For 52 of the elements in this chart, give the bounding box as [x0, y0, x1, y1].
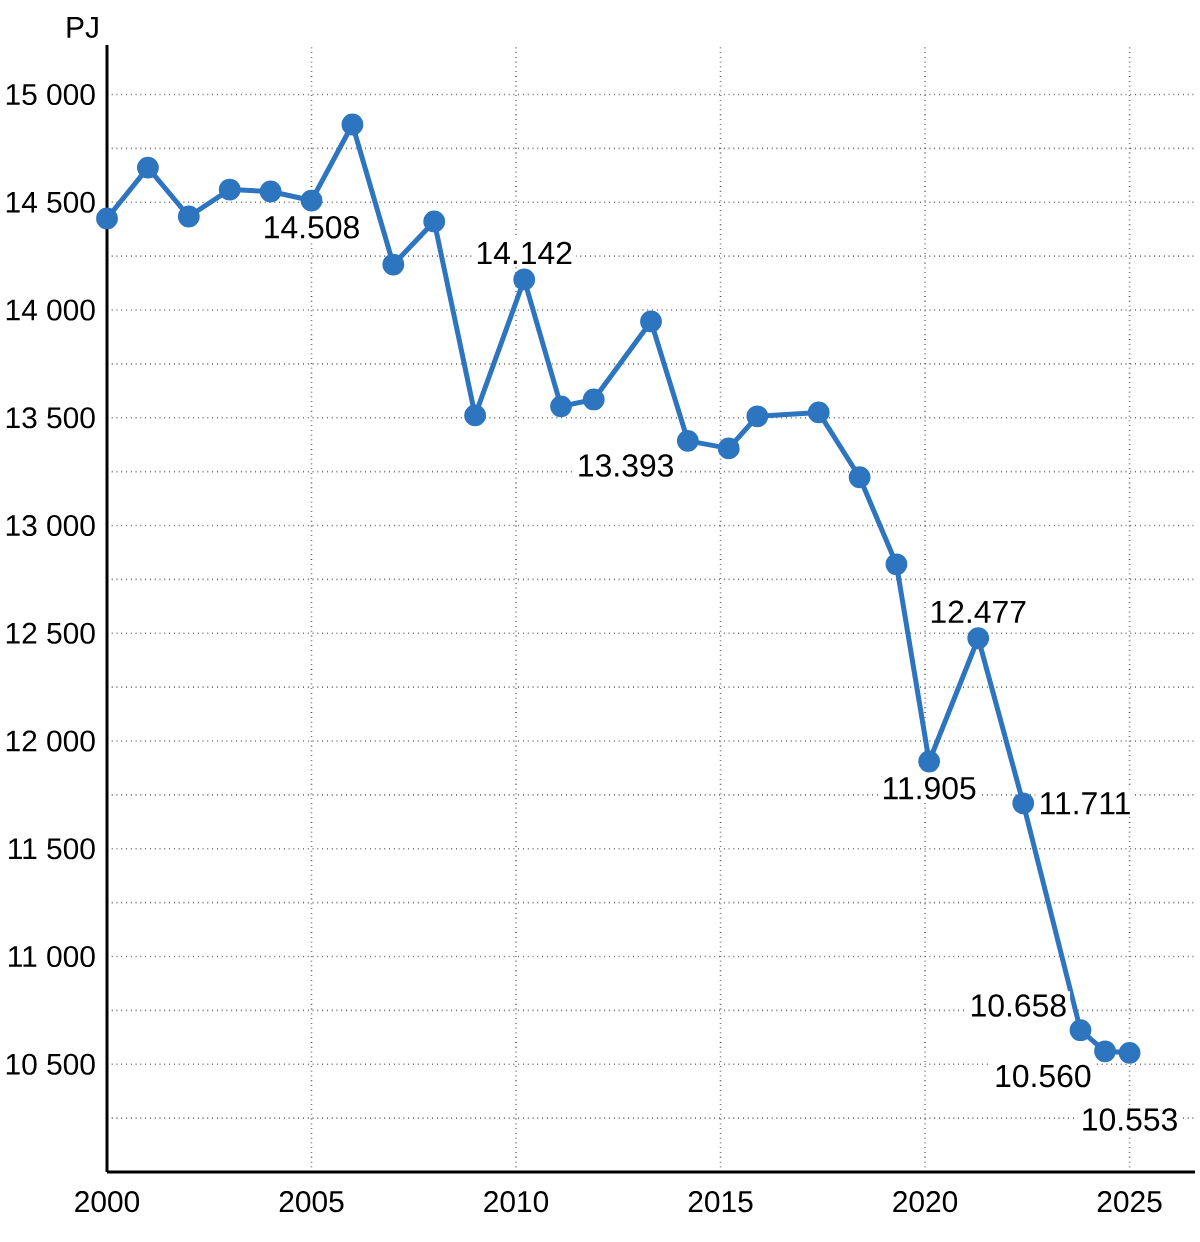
point: [1118, 1041, 1141, 1064]
y-tick-label: 11 000: [9, 945, 95, 968]
point: [1094, 1040, 1116, 1063]
data-label: 10.553: [1083, 1108, 1177, 1131]
point: [177, 205, 200, 228]
y-tick-label: 15 000: [6, 83, 95, 106]
x-tick-label: 2020: [893, 1191, 958, 1213]
point: [1012, 792, 1035, 815]
data-label: 11.711: [1041, 792, 1130, 815]
point: [918, 750, 941, 773]
point: [676, 429, 699, 452]
y-tick-label: 12 000: [6, 730, 95, 752]
point: [746, 405, 769, 428]
point: [464, 404, 487, 427]
data-label: 12.477: [931, 600, 1026, 623]
point: [137, 156, 159, 179]
point: [582, 388, 605, 411]
y-tick-label: 13 000: [6, 514, 95, 537]
point: [341, 113, 364, 136]
point: [382, 253, 405, 276]
x-tick-label: 2000: [75, 1191, 140, 1213]
y-tick-label: 12 500: [6, 622, 95, 644]
point: [640, 310, 662, 333]
point: [550, 395, 572, 418]
point: [967, 627, 990, 650]
point: [423, 210, 446, 233]
data-label: 11.905: [884, 776, 976, 800]
x-tick-label: 2015: [688, 1191, 753, 1213]
point: [218, 178, 241, 201]
point: [513, 268, 536, 291]
y-tick-label: 13 500: [6, 407, 95, 429]
x-tick-label: 2010: [484, 1191, 549, 1213]
x-tick-label: 2005: [279, 1191, 344, 1213]
data-label: 14.142: [477, 241, 572, 265]
data-label: 10.658: [972, 994, 1066, 1017]
point: [848, 466, 871, 489]
point: [96, 207, 118, 230]
point: [1069, 1019, 1092, 1042]
point: [259, 180, 282, 203]
data-label: 13.393: [579, 454, 673, 477]
y-tick-label: 14 000: [6, 299, 95, 321]
point: [807, 401, 830, 424]
point: [885, 553, 908, 576]
y-tick-label: 14 500: [6, 191, 95, 213]
point: [717, 437, 740, 460]
y-axis-title: PJ: [67, 17, 98, 38]
y-tick-label: 11 500: [9, 838, 95, 860]
point: [300, 189, 323, 212]
data-label: 14.508: [265, 215, 359, 239]
data-label: 10.560: [996, 1064, 1091, 1088]
y-tick-label: 10 500: [6, 1053, 95, 1075]
x-tick-label: 2025: [1097, 1191, 1162, 1213]
